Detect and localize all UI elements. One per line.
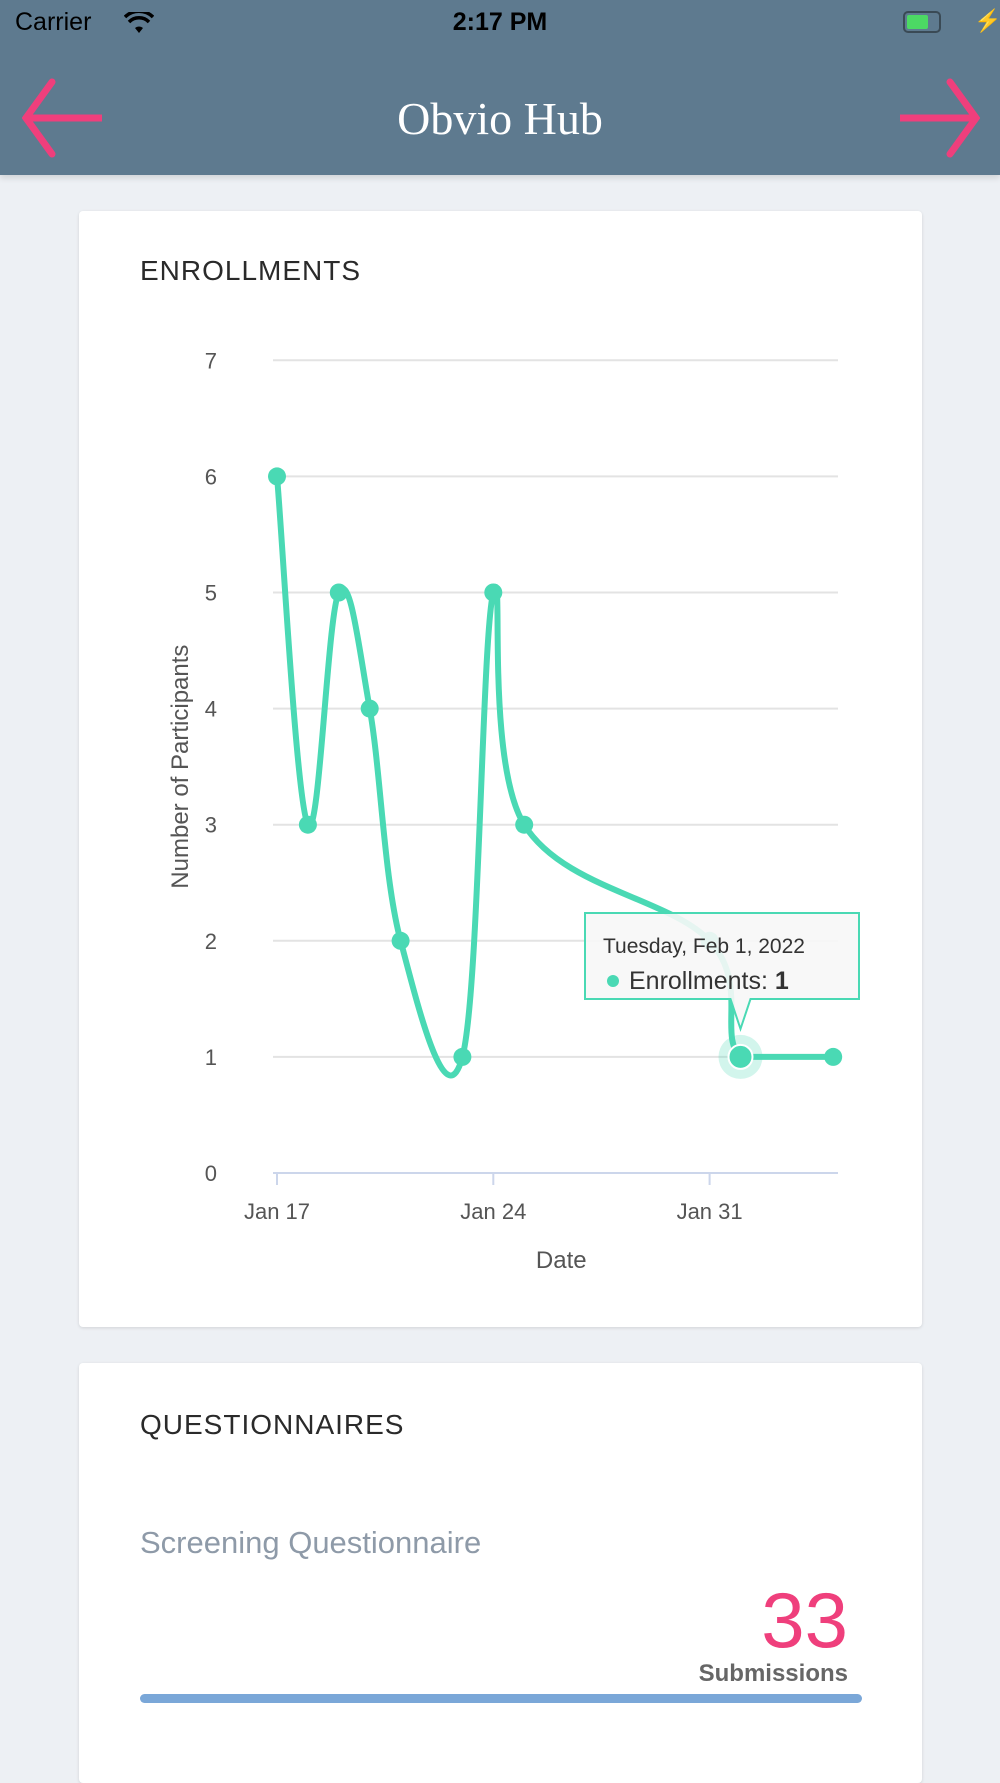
- data-point: [268, 467, 286, 486]
- submission-count: 33: [761, 1576, 848, 1664]
- app-title: Obvio Hub: [397, 93, 603, 144]
- data-point: [329, 583, 348, 602]
- questionnaire-name[interactable]: Screening Questionnaire: [140, 1525, 482, 1560]
- data-point: [391, 931, 410, 950]
- data-point: [484, 583, 503, 602]
- y-tick-label: 4: [205, 697, 217, 722]
- enrollments-chart[interactable]: 0 1 2 3 4 5 6 7 Jan 17 Jan 24 Jan 31 Date Number of …: [79, 211, 922, 1327]
- wifi-icon: [124, 12, 154, 33]
- y-tick-label: 1: [205, 1045, 217, 1070]
- data-point: [298, 815, 317, 834]
- y-axis-title: Number of Participants: [167, 645, 194, 889]
- x-tick-label: Jan 24: [460, 1199, 526, 1224]
- y-tick-label: 3: [205, 813, 217, 838]
- tooltip-series-dot: [607, 975, 619, 987]
- enrollments-title: ENROLLMENTS: [140, 255, 362, 286]
- arrow-left-icon[interactable]: [22, 78, 102, 158]
- nav-bar: Carrier 2:17 PM ⚡ Obvio Hub: [0, 0, 1000, 175]
- x-tick-label: Jan 17: [244, 1199, 310, 1224]
- y-tick-label: 7: [205, 348, 217, 373]
- x-tick-label: Jan 31: [677, 1199, 743, 1224]
- enrollments-card: ENROLLMENTS 0 1 2 3 4 5 6 7 Jan 17 Jan 24 Jan 31 Da…: [79, 211, 922, 1327]
- y-tick-label: 2: [205, 929, 217, 954]
- data-point: [515, 815, 534, 834]
- y-tick-label: 5: [205, 581, 217, 606]
- submissions-progress-bar: [140, 1694, 862, 1703]
- submissions-label: Submissions: [698, 1660, 848, 1687]
- data-point: [453, 1047, 472, 1066]
- carrier-label: Carrier: [15, 8, 92, 36]
- arrow-right-icon[interactable]: [900, 78, 980, 158]
- clock: 2:17 PM: [452, 8, 548, 36]
- battery-icon: [903, 11, 941, 33]
- y-tick-label: 6: [205, 464, 217, 489]
- questionnaires-card: QUESTIONNAIRES Screening Questionnaire 3…: [79, 1363, 922, 1783]
- charging-icon: ⚡: [974, 8, 1000, 33]
- tooltip-box: [584, 912, 860, 1033]
- data-point: [824, 1047, 843, 1066]
- questionnaires-title: QUESTIONNAIRES: [140, 1409, 405, 1440]
- data-point: [360, 699, 379, 718]
- tooltip-value: Enrollments: 1: [629, 967, 789, 995]
- data-point: [727, 1043, 754, 1070]
- y-tick-label: 0: [205, 1161, 217, 1186]
- tooltip-date: Tuesday, Feb 1, 2022: [603, 935, 805, 958]
- x-axis-title: Date: [536, 1247, 587, 1274]
